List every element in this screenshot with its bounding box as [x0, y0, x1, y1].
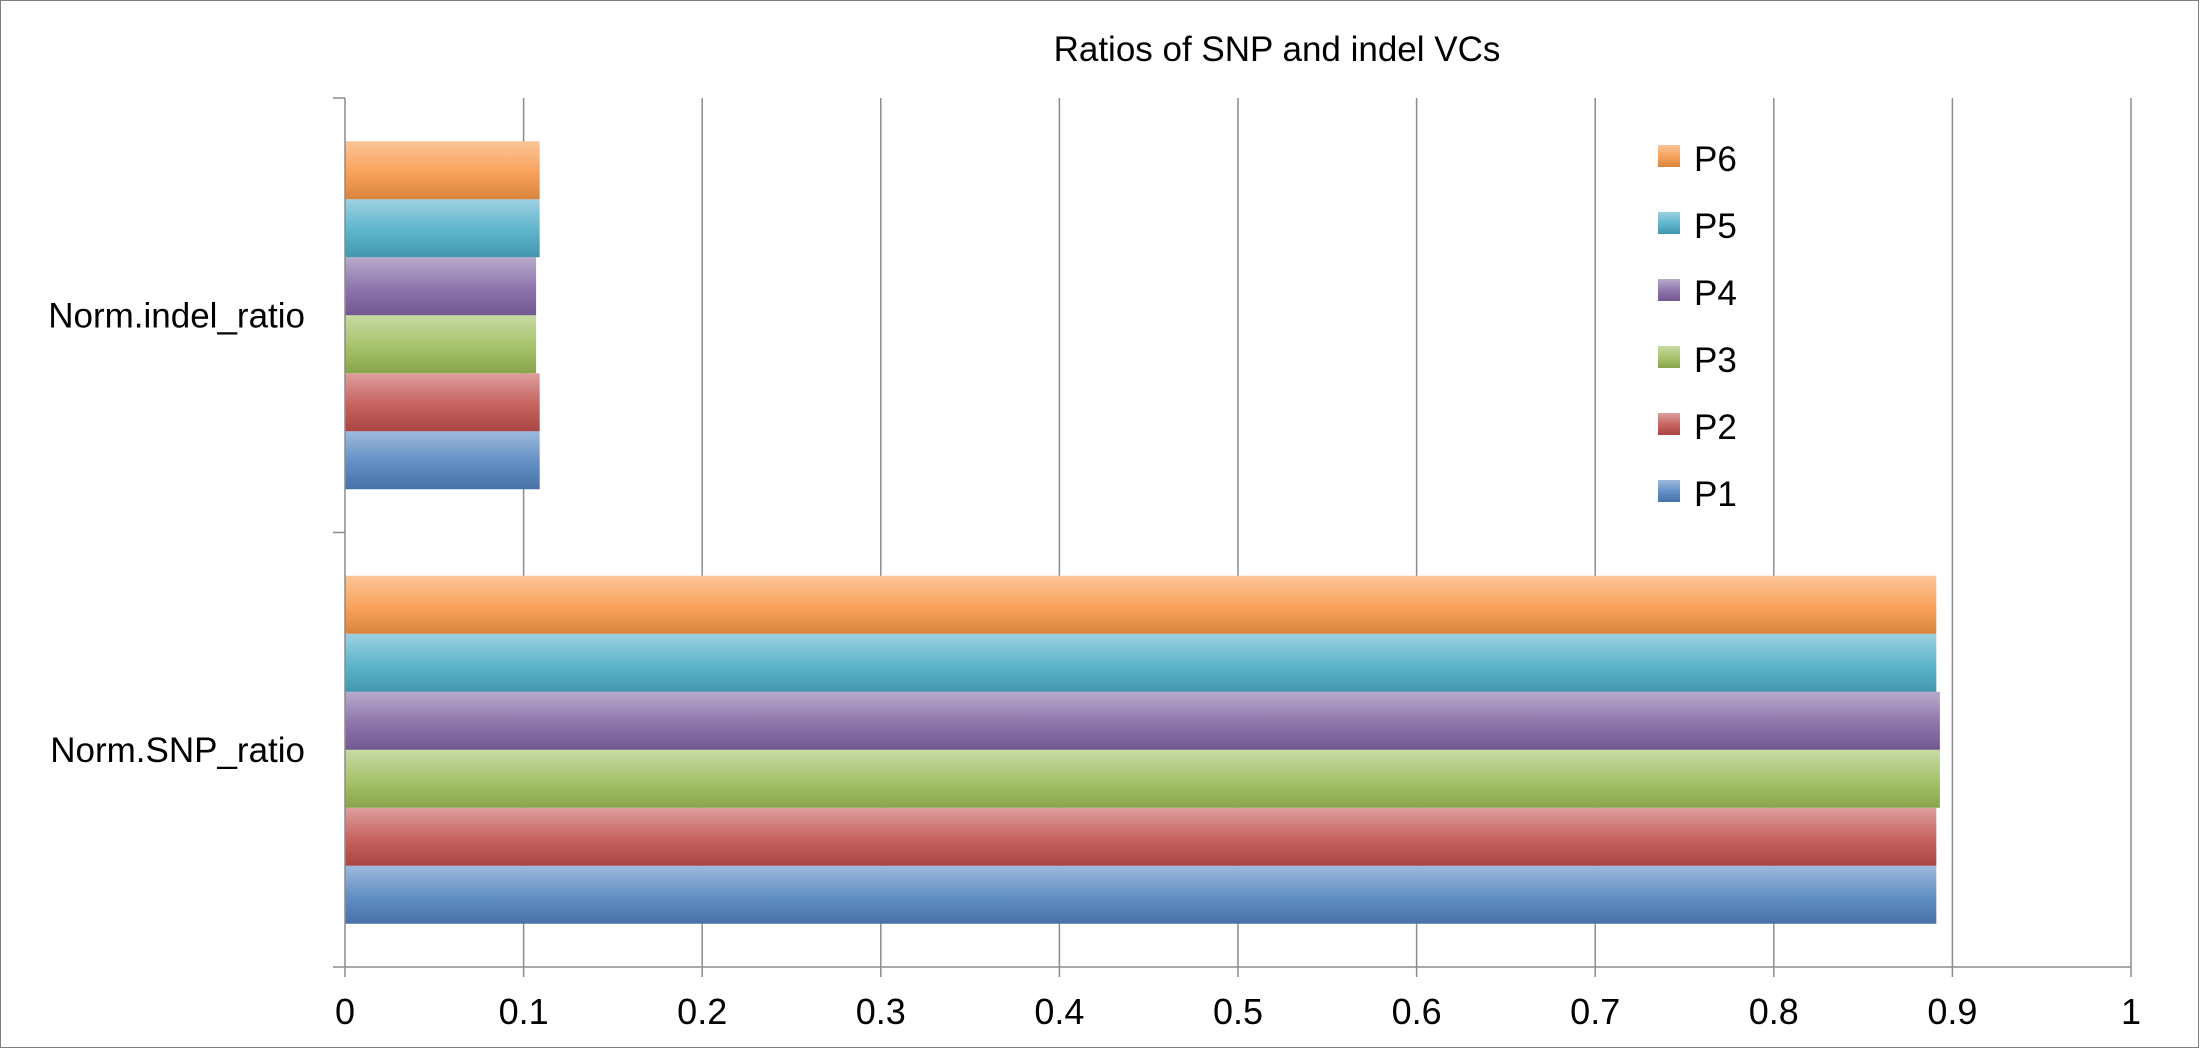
- bar: [345, 315, 537, 374]
- legend-label: P3: [1694, 341, 1737, 380]
- x-tick-label: 0: [335, 991, 355, 1032]
- x-tick-label: 0.1: [499, 991, 549, 1032]
- category-label: Norm.indel_ratio: [48, 296, 305, 335]
- x-tick-label: 0.3: [856, 991, 906, 1032]
- bar: [345, 691, 1940, 750]
- axis-labels: 0 0.1 0.2 0.3 0.4 0.5 0.6 0.7 0.8 0.9 1 Norm.SNP_ra…: [48, 296, 2141, 1032]
- category-label: Norm.SNP_ratio: [50, 731, 305, 770]
- legend-label: P2: [1694, 408, 1737, 447]
- chart-title: Ratios of SNP and indel VCs: [1053, 30, 1501, 69]
- x-tick-label: 0.9: [1927, 991, 1977, 1032]
- x-tick-label: 0.2: [677, 991, 727, 1032]
- bar: [345, 575, 1937, 634]
- x-tick-label: 0.8: [1749, 991, 1799, 1032]
- legend-swatch: [1658, 145, 1680, 167]
- bar: [345, 749, 1940, 808]
- bar: [345, 807, 1937, 866]
- legend-label: P4: [1694, 274, 1737, 313]
- legend-label: P5: [1694, 207, 1737, 246]
- x-tick-label: 0.6: [1392, 991, 1442, 1032]
- x-tick-label: 0.7: [1570, 991, 1620, 1032]
- axes: [333, 97, 2132, 977]
- legend: P6 P5 P4 P3 P2 P1: [1658, 140, 1737, 514]
- legend-swatch: [1658, 480, 1680, 502]
- legend-swatch: [1658, 346, 1680, 368]
- legend-swatch: [1658, 413, 1680, 435]
- bar: [345, 865, 1937, 924]
- x-tick-label: 1: [2121, 991, 2141, 1032]
- bar: [345, 141, 540, 200]
- bar: [345, 633, 1937, 692]
- legend-swatch: [1658, 212, 1680, 234]
- bar: [345, 257, 537, 316]
- x-tick-label: 0.5: [1213, 991, 1263, 1032]
- x-tick-label: 0.4: [1034, 991, 1084, 1032]
- legend-label: P6: [1694, 140, 1737, 179]
- bars: [345, 141, 1940, 924]
- legend-swatch: [1658, 279, 1680, 301]
- bar: [345, 431, 540, 490]
- bar: [345, 199, 540, 258]
- bar: [345, 373, 540, 432]
- legend-label: P1: [1694, 475, 1737, 514]
